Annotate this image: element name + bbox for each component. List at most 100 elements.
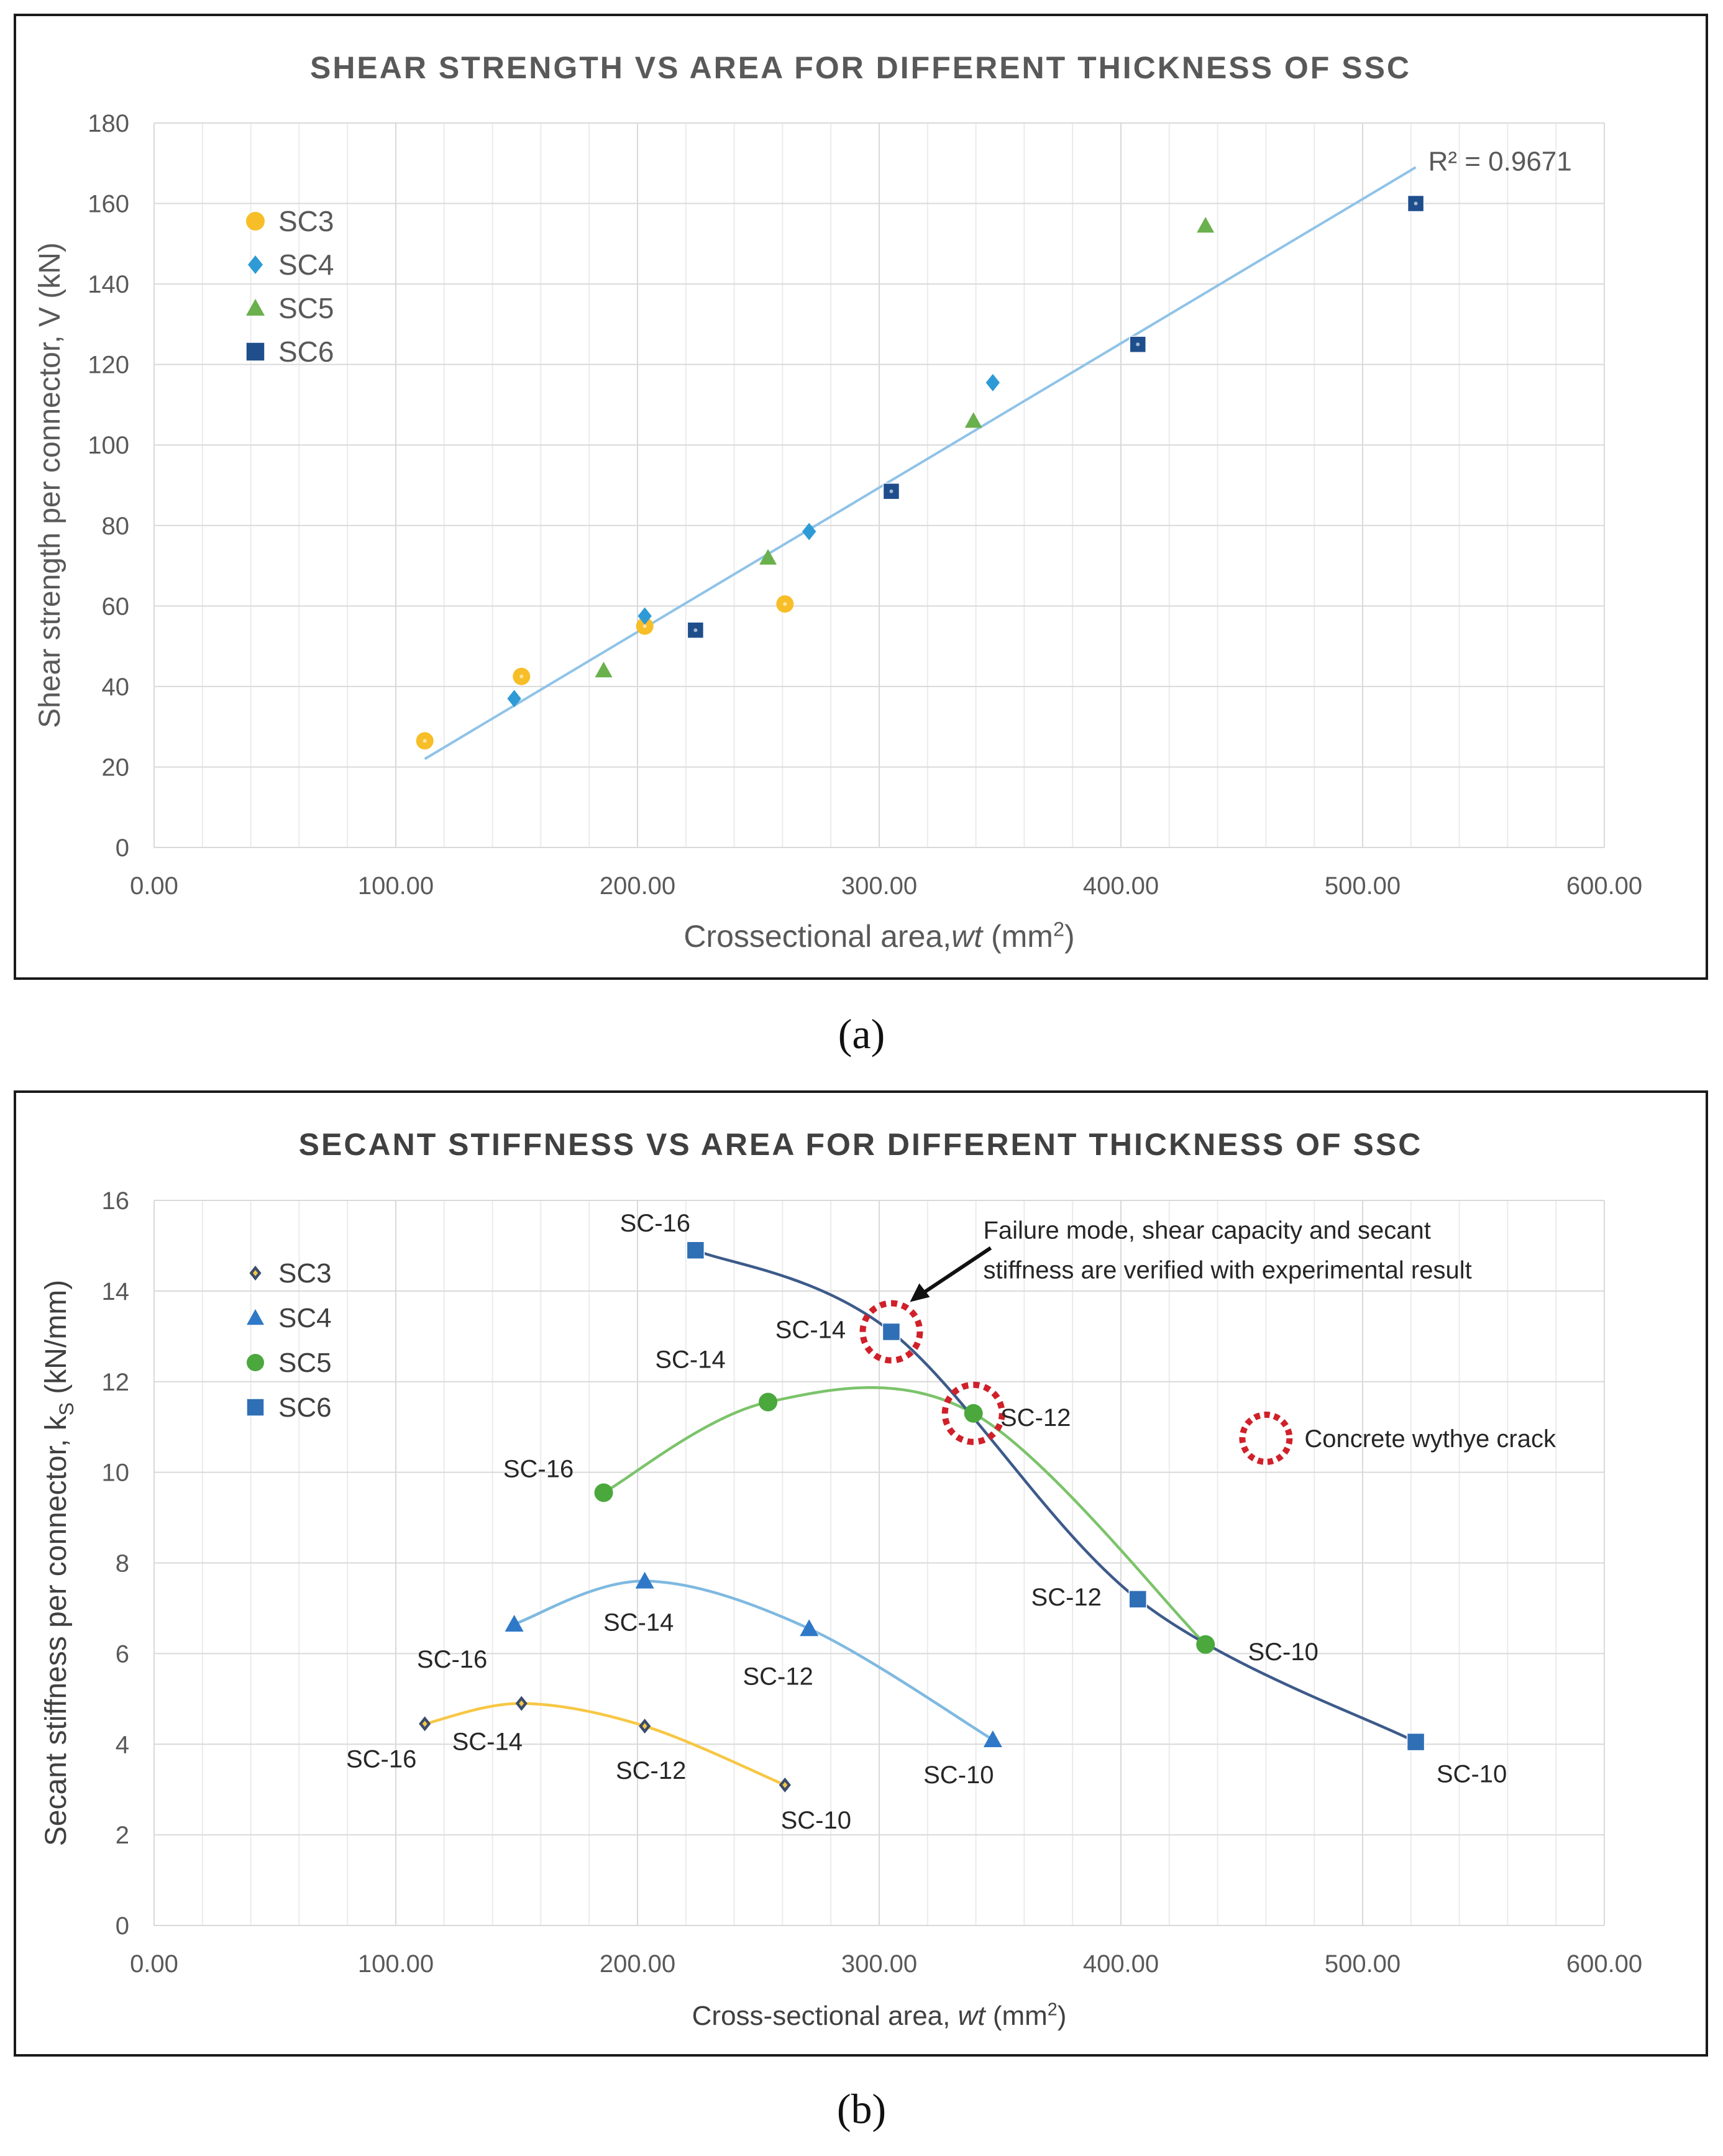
chart-a-x-tick-label: 100.00 <box>358 872 434 900</box>
chart-b-x-tick-label: 600.00 <box>1566 1950 1642 1978</box>
chart-a-y-axis-label: Shear strength per connector, V (kN) <box>34 242 66 728</box>
chart-b-data-label-SC3: SC-10 <box>781 1807 851 1834</box>
chart-b-data-label-SC3: SC-12 <box>616 1757 686 1784</box>
chart-a-trendline <box>424 166 1417 761</box>
chart-a-y-tick-label: 180 <box>88 110 129 137</box>
chart-a-x-axis-label-part: ) <box>1064 919 1075 954</box>
chart-b-x-tick-label: 400.00 <box>1083 1950 1159 1978</box>
chart-a-point-SC4 <box>507 690 521 708</box>
chart-b-data-label-SC4: SC-10 <box>923 1761 994 1789</box>
chart-a-x-tick-label: 0.00 <box>130 872 178 900</box>
chart-a-x-axis-label-part: Crossectional area, <box>683 919 951 954</box>
chart-b-legend-label-SC4: SC4 <box>278 1303 332 1333</box>
chart-b-frame: SECANT STIFFNESS VS AREA FOR DIFFERENT T… <box>14 1090 1708 2057</box>
chart-a-y-tick-label: 80 <box>102 513 130 540</box>
chart-a-legend-label-SC6: SC6 <box>278 336 334 368</box>
chart-a-point-SC4 <box>638 607 652 625</box>
chart-a-x-tick-label: 400.00 <box>1083 872 1159 900</box>
chart-a-point-SC3-highlight <box>519 674 524 678</box>
chart-b-data-label-SC3: SC-14 <box>452 1729 523 1756</box>
chart-b-y-tick-label: 0 <box>116 1912 129 1940</box>
chart-b-y-tick-label: 14 <box>102 1278 130 1305</box>
chart-b-title: SECANT STIFFNESS VS AREA FOR DIFFERENT T… <box>299 1127 1423 1162</box>
chart-b-point-SC5 <box>1196 1635 1215 1654</box>
chart-a-y-tick-label: 160 <box>88 191 129 218</box>
chart-b-data-label-SC4: SC-16 <box>417 1646 487 1673</box>
chart-b-x-axis-label-part: Cross-sectional area, <box>692 2001 958 2031</box>
chart-b-y-tick-label: 12 <box>102 1369 130 1396</box>
chart-b-point-SC3-inner <box>782 1781 788 1788</box>
chart-b-y-tick-label: 10 <box>102 1459 130 1487</box>
chart-b-y-tick-label: 16 <box>102 1187 130 1215</box>
chart-b-legend-label-SC6: SC6 <box>278 1392 332 1423</box>
chart-b-point-SC6 <box>1128 1590 1147 1609</box>
chart-b-x-axis-label-italic: wt <box>958 2001 987 2031</box>
chart-b-x-tick-label: 200.00 <box>600 1950 675 1978</box>
chart-a-x-tick-label: 500.00 <box>1325 872 1401 900</box>
chart-b-annotation-text: stiffness are verified with experimental… <box>983 1257 1471 1284</box>
chart-b-y-axis-label-sub: S <box>55 1402 78 1415</box>
chart-b-annotation-arrow <box>915 1246 992 1300</box>
chart-a-y-tick-label: 40 <box>102 674 130 701</box>
chart-b-data-label-SC3: SC-16 <box>346 1745 416 1773</box>
chart-a-x-tick-label: 600.00 <box>1566 872 1642 900</box>
chart-b-point-SC3-inner <box>422 1720 427 1727</box>
chart-b-curve-SC5 <box>603 1386 1207 1646</box>
chart-a-point-SC6 <box>687 621 705 639</box>
chart-b-x-axis-label-part: (mm <box>985 2001 1048 2031</box>
chart-a-legend-label-SC3: SC3 <box>278 205 334 237</box>
chart-b-data-label-SC4: SC-14 <box>603 1609 674 1637</box>
chart-b-data-label-SC5: SC-14 <box>655 1346 725 1374</box>
chart-a-point-SC5 <box>964 412 982 428</box>
chart-b-point-SC3-inner <box>642 1723 647 1730</box>
chart-b-data-label-SC5: SC-12 <box>1000 1404 1071 1432</box>
chart-b: SECANT STIFFNESS VS AREA FOR DIFFERENT T… <box>40 1127 1642 2031</box>
chart-b-crack-legend-text: Concrete wythye crack <box>1304 1425 1556 1453</box>
chart-b-x-tick-label: 300.00 <box>841 1950 917 1978</box>
caption-b: (b) <box>836 2085 887 2132</box>
chart-b-x-tick-label: 0.00 <box>130 1950 178 1978</box>
chart-b-point-SC4 <box>635 1571 654 1589</box>
chart-a-title: SHEAR STRENGTH VS AREA FOR DIFFERENT THI… <box>310 50 1411 85</box>
chart-a-y-tick-label: 20 <box>102 754 130 781</box>
chart-b-y-tick-label: 8 <box>116 1550 129 1578</box>
chart-a-point-SC4 <box>985 373 1000 391</box>
chart-a-point-SC3-highlight <box>783 602 787 606</box>
chart-b-y-axis-label: Secant stiffness per connector, kS (kN/m… <box>40 1280 78 1846</box>
chart-a-x-tick-label: 300.00 <box>841 872 917 900</box>
chart-b-y-tick-label: 2 <box>116 1822 129 1849</box>
chart-b-annotation-text: Failure mode, shear capacity and secant <box>983 1217 1430 1245</box>
chart-b-point-SC4 <box>983 1730 1002 1747</box>
chart-a-y-tick-label: 140 <box>88 271 129 298</box>
chart-a-legend-marker-SC6 <box>245 342 265 362</box>
chart-a-point-SC6-highlight <box>889 489 893 493</box>
chart-b-point-SC6 <box>1406 1732 1425 1752</box>
chart-a: SHEAR STRENGTH VS AREA FOR DIFFERENT THI… <box>34 50 1642 954</box>
chart-a-x-axis-label: Crossectional area,wt (mm2) <box>683 918 1074 954</box>
chart-a-legend-label-SC5: SC5 <box>278 292 334 324</box>
chart-b-highlight-circle <box>859 1300 923 1364</box>
chart-b-legend-marker-SC3-inner <box>253 1270 258 1276</box>
chart-b-crack-legend-circle <box>1239 1411 1293 1465</box>
chart-b-data-label-SC6: SC-10 <box>1437 1761 1507 1788</box>
chart-b-x-tick-label: 500.00 <box>1325 1950 1401 1978</box>
chart-a-x-tick-label: 200.00 <box>600 872 675 900</box>
chart-b-y-axis-label-part: Secant stiffness per connector, k <box>40 1415 73 1846</box>
chart-b-y-tick-label: 6 <box>116 1640 129 1668</box>
chart-a-y-tick-label: 0 <box>116 834 129 862</box>
chart-b-legend-label-SC5: SC5 <box>278 1348 332 1378</box>
chart-b-point-SC5 <box>759 1392 778 1412</box>
chart-b-point-SC5 <box>964 1404 983 1423</box>
chart-b-x-axis-label-sup: 2 <box>1048 2000 1058 2020</box>
chart-b-point-SC3-inner <box>519 1700 524 1707</box>
chart-a-y-tick-label: 60 <box>102 593 130 620</box>
chart-a-point-SC5 <box>1197 217 1215 233</box>
chart-a-r-squared: R² = 0.9671 <box>1428 146 1572 176</box>
chart-a-point-SC4 <box>802 523 816 541</box>
chart-b-point-SC5 <box>594 1483 613 1502</box>
chart-b-data-label-SC6: SC-16 <box>620 1210 690 1237</box>
chart-b-curve-SC3 <box>424 1702 786 1786</box>
chart-b-curve-SC6 <box>695 1249 1417 1743</box>
chart-b-legend-marker-SC4 <box>247 1309 264 1325</box>
chart-b-y-tick-label: 4 <box>116 1731 129 1758</box>
